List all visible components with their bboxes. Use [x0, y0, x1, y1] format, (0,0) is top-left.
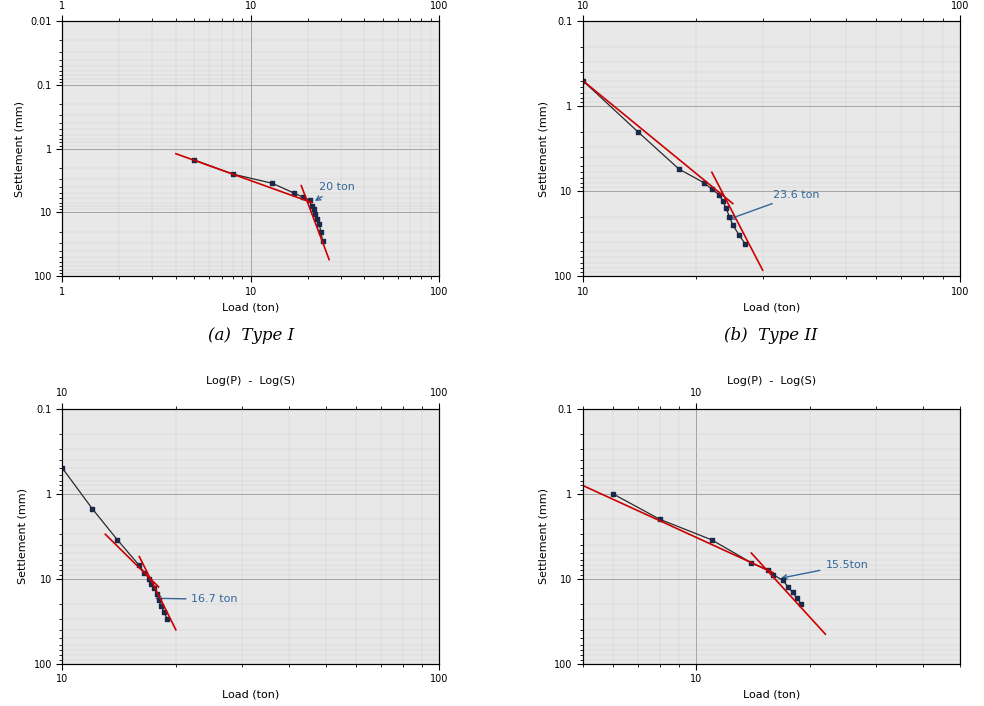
Point [766, 569, 781, 580]
Point [309, 213, 325, 225]
Point [744, 557, 760, 568]
Point [671, 163, 687, 174]
Text: 15.5ton: 15.5ton [782, 560, 868, 579]
Text: 23.6 ton: 23.6 ton [730, 190, 820, 220]
Point [304, 201, 320, 212]
Point [265, 178, 280, 189]
Point [714, 195, 730, 206]
Point [137, 567, 153, 578]
Text: (b)  Type II: (b) Type II [724, 327, 818, 344]
Point [149, 588, 164, 599]
Point [308, 208, 324, 220]
Point [142, 573, 157, 585]
Point [789, 592, 805, 604]
X-axis label: Load (ton): Load (ton) [743, 302, 800, 312]
Point [154, 600, 169, 611]
Y-axis label: Settlement (mm): Settlement (mm) [18, 488, 28, 584]
Point [721, 211, 737, 222]
X-axis label: Load (ton): Load (ton) [222, 690, 279, 700]
Point [793, 599, 809, 610]
Text: (a)  Type I: (a) Type I [208, 327, 294, 344]
Title: Log(P)  -  Log(S): Log(P) - Log(S) [207, 376, 295, 386]
Point [725, 220, 741, 231]
Point [306, 204, 322, 215]
Point [760, 565, 775, 576]
Point [302, 195, 318, 206]
Point [731, 229, 747, 241]
Point [54, 462, 70, 474]
Point [651, 513, 667, 525]
Point [186, 154, 202, 165]
Point [315, 235, 331, 246]
Point [704, 534, 719, 546]
Y-axis label: Settlement (mm): Settlement (mm) [538, 488, 548, 584]
Y-axis label: Settlement (mm): Settlement (mm) [538, 101, 548, 197]
Text: 16.7 ton: 16.7 ton [156, 594, 238, 604]
Point [85, 503, 100, 514]
Point [738, 239, 754, 250]
Point [784, 587, 800, 598]
Point [718, 203, 734, 214]
X-axis label: Load (ton): Load (ton) [743, 690, 800, 700]
Point [295, 191, 311, 203]
Point [711, 189, 727, 201]
Point [156, 607, 172, 618]
Point [286, 188, 302, 199]
Point [224, 168, 240, 179]
Point [132, 560, 148, 571]
Point [605, 488, 621, 499]
Point [144, 578, 159, 590]
Point [630, 126, 646, 138]
Y-axis label: Settlement (mm): Settlement (mm) [15, 101, 25, 197]
Text: 20 ton: 20 ton [316, 182, 355, 201]
Point [575, 75, 590, 86]
Point [780, 581, 796, 592]
Point [697, 177, 712, 189]
X-axis label: Load (ton): Load (ton) [222, 302, 279, 312]
Point [313, 226, 329, 237]
Point [151, 594, 166, 606]
Title: Log(P)  -  Log(S): Log(P) - Log(S) [727, 376, 816, 386]
Point [109, 534, 125, 546]
Point [704, 184, 719, 195]
Point [311, 218, 327, 229]
Point [159, 614, 175, 625]
Point [146, 582, 161, 594]
Point [775, 575, 791, 586]
